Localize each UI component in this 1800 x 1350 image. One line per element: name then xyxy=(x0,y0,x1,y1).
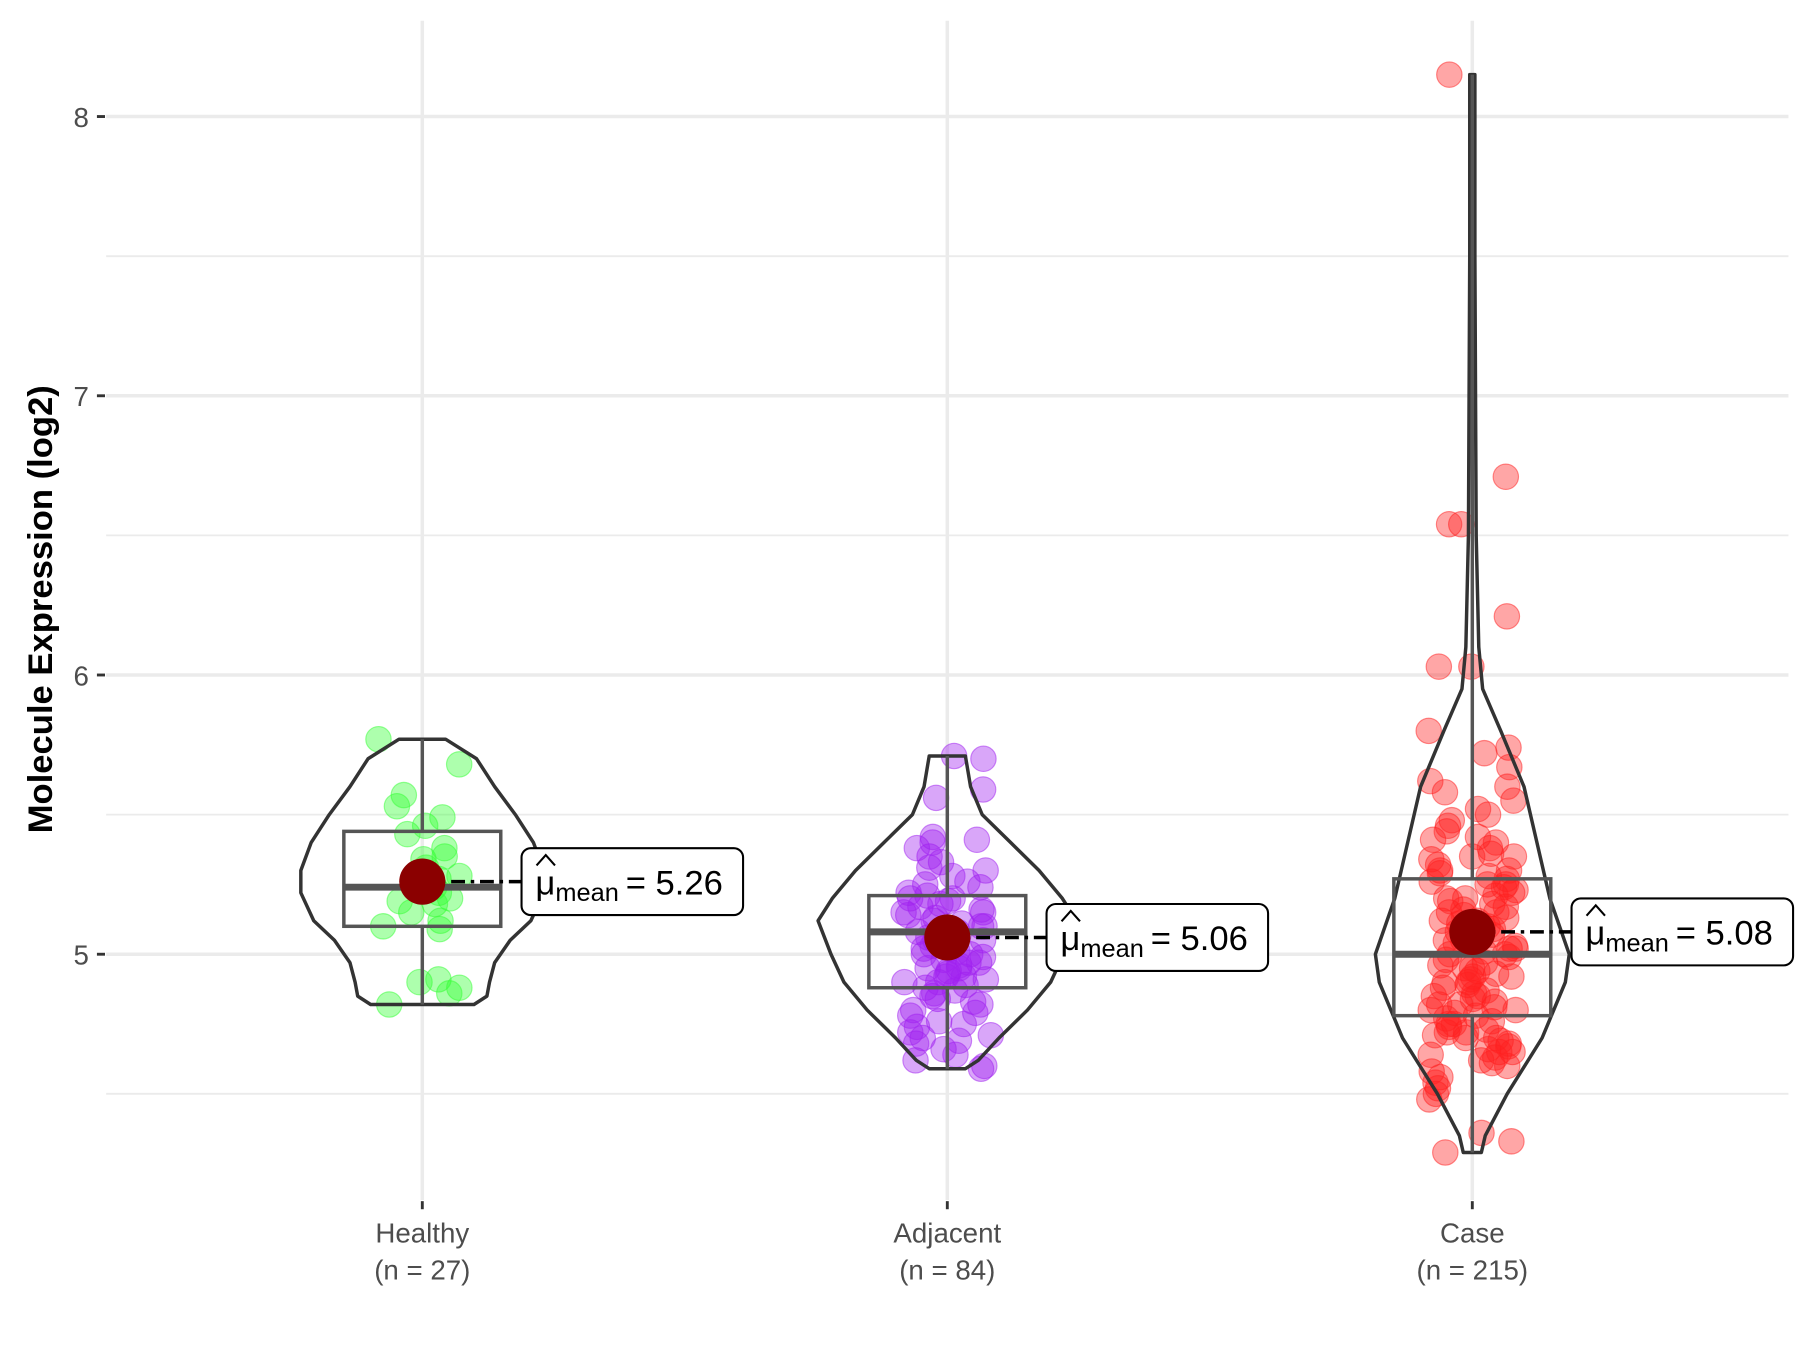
y-tick-label: 6 xyxy=(73,660,88,691)
data-point xyxy=(1500,843,1528,870)
data-point xyxy=(1502,996,1529,1024)
data-point xyxy=(383,792,411,820)
mean-point xyxy=(924,914,971,961)
data-point xyxy=(962,999,989,1027)
x-tick-label: Healthy xyxy=(375,1218,469,1249)
data-point xyxy=(406,968,433,996)
data-point xyxy=(1492,463,1520,491)
data-point xyxy=(1433,818,1461,845)
x-tick-label: Adjacent xyxy=(893,1218,1001,1249)
y-axis: 5 6 7 8 xyxy=(73,102,105,971)
data-point xyxy=(970,745,997,773)
data-point xyxy=(891,968,918,996)
mean-label-box xyxy=(1045,902,1270,972)
data-point xyxy=(963,826,991,854)
data-point xyxy=(1459,963,1487,990)
data-point xyxy=(972,966,1000,993)
hat-icon xyxy=(1060,909,1081,923)
mean-label: μmean = 5.26 xyxy=(535,864,723,907)
hat-icon xyxy=(1585,903,1606,917)
data-point xyxy=(890,899,917,926)
mean-symbol: μ xyxy=(1060,920,1080,958)
data-point xyxy=(1498,963,1525,990)
data-point xyxy=(1493,603,1521,630)
data-point xyxy=(1459,985,1487,1013)
data-point xyxy=(896,885,924,912)
data-point xyxy=(1467,1047,1495,1074)
data-point xyxy=(1425,991,1453,1018)
x-tick-count: (n = 84) xyxy=(899,1255,995,1286)
data-point xyxy=(1436,61,1463,88)
group-healthy: μmean = 5.26 xyxy=(299,725,745,1018)
data-point xyxy=(903,834,931,862)
mean-value: = 5.26 xyxy=(626,864,723,902)
y-tick-label: 8 xyxy=(73,102,88,133)
data-point xyxy=(1420,982,1448,1010)
data-point xyxy=(1433,1019,1461,1046)
data-point xyxy=(922,784,950,812)
data-point xyxy=(1415,717,1442,745)
data-point xyxy=(955,949,982,976)
y-tick-label: 7 xyxy=(73,381,88,412)
hat-icon xyxy=(535,853,556,867)
mean-label: μmean = 5.06 xyxy=(1060,920,1248,963)
box xyxy=(1392,877,1553,1018)
violin-outline xyxy=(1373,72,1571,1155)
mean-subscript: mean xyxy=(555,879,618,907)
data-point xyxy=(1432,1139,1459,1166)
x-tick-label: Case xyxy=(1440,1218,1505,1249)
data-point xyxy=(431,834,458,862)
data-point xyxy=(1498,1128,1525,1155)
data-point xyxy=(435,980,463,1007)
data-point xyxy=(1435,1010,1462,1038)
mean-subscript: mean xyxy=(1605,930,1668,958)
x-axis: Healthy (n = 27) Adjacent (n = 84) Case (n = … xyxy=(374,1201,1529,1286)
data-point xyxy=(1493,1052,1521,1080)
data-point xyxy=(1419,826,1447,854)
mean-label: μmean = 5.08 xyxy=(1585,915,1773,958)
data-point xyxy=(1494,773,1521,800)
data-point xyxy=(950,1010,978,1038)
mean-value: = 5.06 xyxy=(1151,920,1248,958)
data-point xyxy=(445,751,473,778)
group-case: μmean = 5.08 xyxy=(1373,61,1795,1166)
y-axis-title: Molecule Expression (log2) xyxy=(22,385,60,833)
x-tick-count: (n = 215) xyxy=(1417,1255,1529,1286)
mean-value: = 5.08 xyxy=(1676,915,1773,953)
group-adjacent: μmean = 5.06 xyxy=(816,742,1270,1082)
data-point xyxy=(919,823,947,851)
data-point xyxy=(1464,982,1491,1010)
box xyxy=(342,829,503,929)
data-point xyxy=(1500,787,1527,814)
data-point xyxy=(967,991,994,1018)
mean-symbol: μ xyxy=(535,864,555,902)
data-point xyxy=(1426,857,1454,884)
mean-symbol: μ xyxy=(1585,915,1605,953)
mean-point xyxy=(399,858,446,905)
mean-point xyxy=(1449,908,1496,955)
data-point xyxy=(1416,1086,1443,1113)
box xyxy=(867,893,1028,990)
data-point xyxy=(1474,871,1501,898)
data-point xyxy=(394,820,421,848)
x-tick-count: (n = 27) xyxy=(374,1255,470,1286)
y-tick-label: 5 xyxy=(73,940,88,971)
mean-subscript: mean xyxy=(1080,935,1143,963)
data-point xyxy=(1431,779,1459,806)
data-point xyxy=(916,854,943,881)
violin-outline xyxy=(816,754,1079,1071)
mean-label-box xyxy=(1570,897,1795,967)
data-point xyxy=(1474,801,1502,828)
mean-label-box xyxy=(520,847,745,917)
data-point xyxy=(1471,739,1498,767)
data-point xyxy=(1432,885,1460,912)
data-point xyxy=(1486,1038,1513,1066)
data-point xyxy=(933,963,960,990)
data-point xyxy=(969,899,997,926)
data-point xyxy=(426,915,453,943)
data-point xyxy=(1425,653,1453,680)
